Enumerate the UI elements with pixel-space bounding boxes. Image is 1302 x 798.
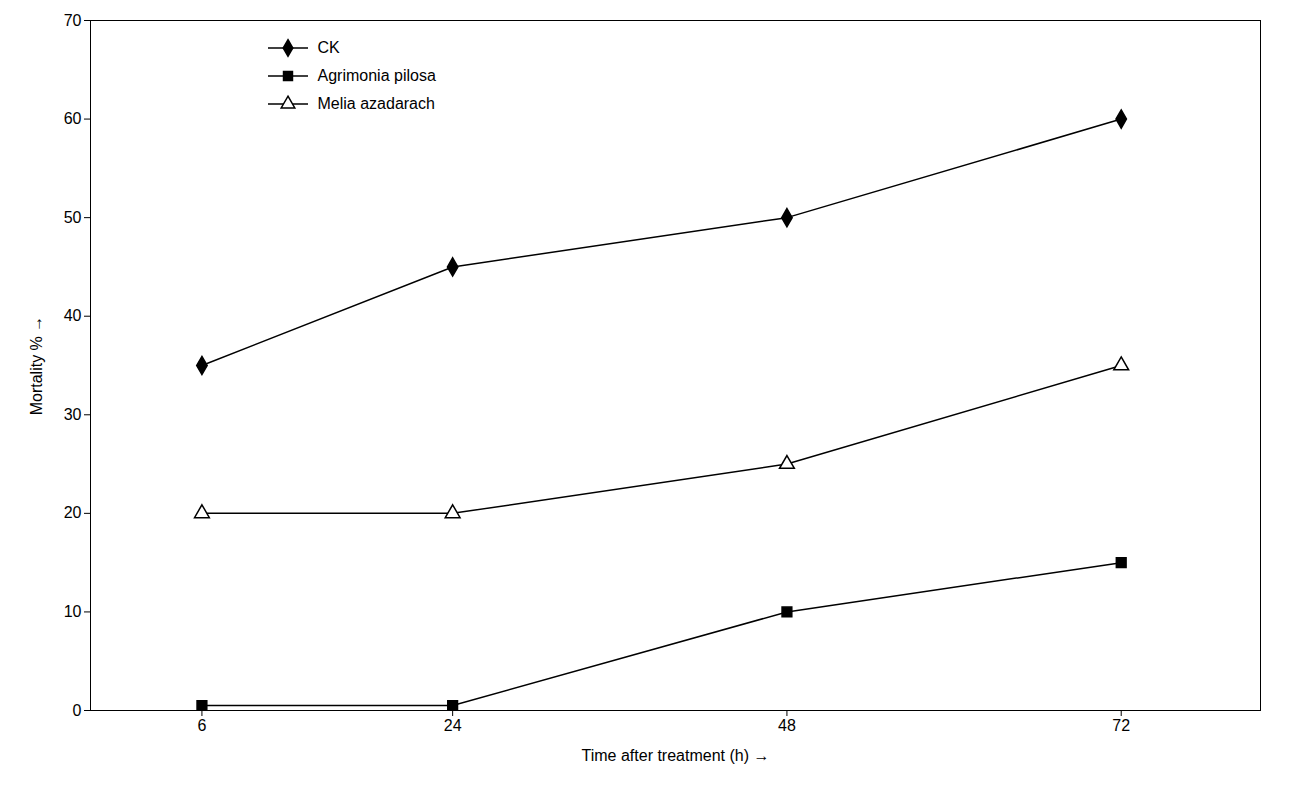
svg-text:60: 60 — [64, 110, 82, 127]
svg-text:6: 6 — [197, 717, 206, 734]
svg-text:Time after treatment (h) →: Time after treatment (h) → — [582, 747, 770, 764]
svg-text:50: 50 — [64, 209, 82, 226]
html-text:Melia azadarach: Melia azadarach — [317, 94, 435, 112]
svg-text:Mortality % →: Mortality % → — [28, 316, 45, 416]
svg-text:40: 40 — [64, 307, 82, 324]
svg-text:20: 20 — [64, 504, 82, 521]
svg-text:0: 0 — [73, 702, 82, 719]
svg-text:10: 10 — [64, 603, 82, 620]
html-text:CK: CK — [317, 38, 340, 56]
html-text:Agrimonia pilosa: Agrimonia pilosa — [317, 66, 436, 84]
svg-text:70: 70 — [64, 12, 82, 29]
svg-text:48: 48 — [778, 717, 796, 734]
svg-text:24: 24 — [444, 717, 462, 734]
svg-text:72: 72 — [1112, 717, 1130, 734]
svg-text:30: 30 — [64, 406, 82, 423]
